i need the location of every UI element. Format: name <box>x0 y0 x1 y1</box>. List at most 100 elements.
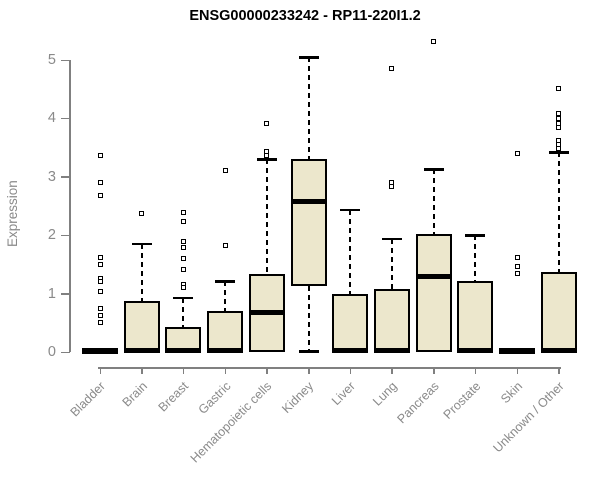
box <box>207 311 244 352</box>
x-tick-label: Hematopoietic cells <box>188 379 275 466</box>
median-line <box>373 348 410 354</box>
y-tick-label: 2 <box>47 227 56 244</box>
outlier-point <box>97 319 103 325</box>
outlier-point <box>97 289 103 295</box>
x-tick <box>99 367 101 374</box>
upper-whisker-cap <box>423 168 444 171</box>
chart-title: ENSG00000233242 - RP11-220I1.2 <box>189 8 421 24</box>
box <box>123 301 160 352</box>
outlier-point <box>264 153 270 159</box>
outlier-point <box>97 192 103 198</box>
upper-whisker-cap <box>548 151 569 154</box>
outlier-point <box>514 254 520 260</box>
x-tick-label: Bladder <box>67 379 108 420</box>
outlier-point <box>180 244 186 250</box>
median-line <box>207 348 244 354</box>
outlier-point <box>389 184 395 190</box>
y-tick-label: 4 <box>47 110 56 127</box>
y-tick <box>61 234 70 237</box>
y-tick-label: 1 <box>47 285 56 302</box>
y-tick <box>61 117 70 120</box>
outlier-point <box>556 124 562 130</box>
x-tick <box>224 367 227 374</box>
y-axis-line <box>69 60 71 352</box>
outlier-point <box>389 179 395 185</box>
median-line <box>82 348 118 354</box>
upper-whisker <box>474 235 477 281</box>
x-tick <box>141 367 143 374</box>
upper-whisker-cap <box>215 280 236 283</box>
upper-whisker-cap <box>131 242 152 246</box>
x-tick <box>433 367 435 374</box>
outlier-point <box>180 256 186 262</box>
upper-whisker <box>140 243 143 302</box>
outlier-point <box>139 211 145 217</box>
x-tick <box>308 367 310 374</box>
box <box>415 234 452 352</box>
x-tick <box>182 367 185 374</box>
outlier-point <box>556 85 562 91</box>
lower-whisker <box>307 286 310 352</box>
y-tick <box>61 59 70 61</box>
outlier-point <box>97 261 103 267</box>
outlier-point <box>556 146 562 152</box>
box <box>457 280 494 352</box>
y-tick <box>61 293 70 295</box>
upper-whisker <box>224 281 227 312</box>
upper-whisker <box>182 297 185 328</box>
upper-whisker <box>349 209 352 294</box>
box <box>332 293 369 352</box>
outlier-point <box>264 120 270 126</box>
x-tick-label: Prostate <box>440 379 484 422</box>
outlier-point <box>180 209 186 215</box>
outlier-point <box>97 305 103 311</box>
outlier-point <box>180 238 186 244</box>
median-line <box>540 348 577 354</box>
x-tick-label: Kidney <box>279 379 317 416</box>
outlier-point <box>180 285 186 291</box>
x-tick <box>266 367 268 374</box>
x-tick-label: Unknown / Other <box>490 379 567 456</box>
x-tick <box>558 367 560 374</box>
x-tick-label: Lung <box>370 379 400 409</box>
upper-whisker-cap <box>256 158 277 161</box>
x-tick <box>391 367 393 374</box>
lower-whisker-cap <box>298 350 319 353</box>
outlier-point <box>222 243 228 249</box>
box <box>290 158 327 286</box>
upper-whisker <box>432 169 435 235</box>
median-line <box>165 348 202 354</box>
median-line <box>457 348 494 354</box>
median-line <box>499 348 535 354</box>
x-tick <box>474 367 477 374</box>
outlier-point <box>180 219 186 225</box>
outlier-point <box>556 111 562 117</box>
x-tick-label: Brain <box>119 379 150 410</box>
x-tick <box>516 367 518 374</box>
box <box>373 288 410 352</box>
outlier-point <box>222 168 228 174</box>
outlier-point <box>97 180 103 186</box>
median-line <box>248 310 285 316</box>
upper-whisker-cap <box>173 296 194 300</box>
outlier-point <box>97 152 103 158</box>
x-tick-label: Pancreas <box>394 379 442 427</box>
upper-whisker <box>557 152 560 272</box>
outlier-point <box>514 263 520 269</box>
upper-whisker-cap <box>340 208 361 211</box>
median-line <box>123 348 160 354</box>
median-line <box>290 198 327 204</box>
y-tick <box>61 351 70 353</box>
y-tick-label: 0 <box>47 344 56 360</box>
x-tick-label: Skin <box>497 379 525 407</box>
box <box>540 271 577 352</box>
outlier-point <box>97 255 103 261</box>
median-line <box>332 348 369 354</box>
outlier-point <box>514 150 520 156</box>
x-axis-line <box>98 367 561 369</box>
outlier-point <box>431 39 437 45</box>
upper-whisker <box>307 57 310 159</box>
median-line <box>415 273 452 279</box>
